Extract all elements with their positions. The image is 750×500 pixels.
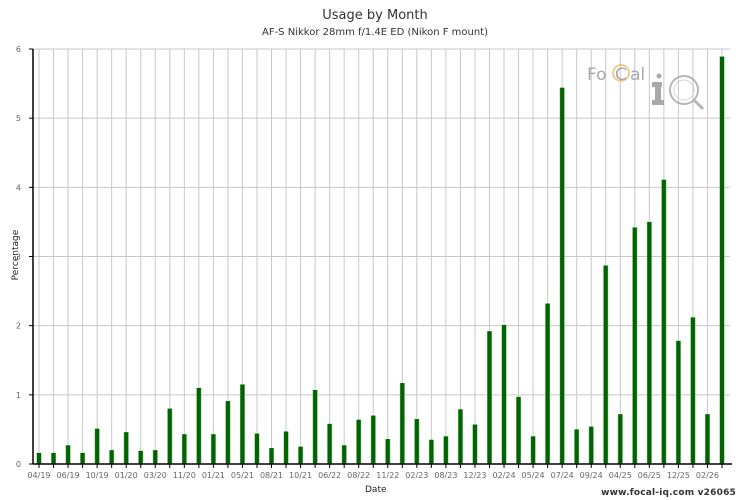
bar — [603, 265, 608, 464]
bar — [618, 414, 623, 464]
y-tick-label: 1 — [16, 391, 21, 400]
bars — [36, 56, 725, 464]
x-tick-label: 02/26 — [696, 471, 719, 480]
bar — [284, 431, 289, 464]
y-tick-label: 4 — [16, 183, 21, 192]
bar — [37, 452, 41, 464]
x-tick-label: 10/21 — [289, 471, 312, 480]
bar — [472, 424, 477, 464]
chart-subtitle: AF-S Nikkor 28mm f/1.4E ED (Nikon F moun… — [261, 27, 488, 38]
x-tick-label: 08/23 — [434, 471, 457, 480]
y-tick-label: 3 — [16, 253, 21, 262]
bar — [254, 433, 259, 464]
x-axis-label: Date — [365, 485, 387, 495]
bar — [661, 179, 666, 464]
axes: 0 1 2 3 4 5 6 04/19 06/19 10/19 01/20 03/20 11/20 01/… — [16, 45, 732, 480]
chart-title: Usage by Month — [322, 8, 428, 23]
bar — [720, 56, 724, 464]
bar — [95, 428, 100, 464]
bar — [385, 439, 390, 464]
bar — [632, 227, 637, 464]
bar — [647, 221, 652, 464]
bar — [705, 414, 710, 464]
bar — [690, 317, 695, 464]
logo-lens-ring-icon — [612, 64, 630, 82]
x-tick-label: 04/19 — [27, 471, 50, 480]
x-tick-label: 04/25 — [609, 471, 632, 480]
bar — [240, 384, 245, 464]
y-tick-label: 0 — [16, 460, 21, 469]
bar — [545, 303, 550, 464]
bar — [516, 396, 521, 464]
x-tick-label: 01/21 — [202, 471, 225, 480]
footer-credit: www.focal-iq.com v26065 — [601, 488, 736, 498]
bar — [138, 450, 143, 464]
y-axis-label: Percentage — [11, 229, 21, 281]
x-tick-label: 01/20 — [115, 471, 138, 480]
bar — [124, 432, 129, 464]
x-tick-label: 06/22 — [318, 471, 341, 480]
bar — [313, 389, 318, 464]
bar — [574, 429, 579, 464]
x-tick-label: 02/24 — [492, 471, 515, 480]
x-tick-label: 10/19 — [86, 471, 109, 480]
x-tick-label: 11/22 — [376, 471, 399, 480]
bar — [356, 419, 361, 464]
bar — [269, 448, 274, 464]
bar — [51, 452, 56, 464]
x-tick-label: 05/21 — [231, 471, 254, 480]
bar — [676, 340, 681, 464]
bar — [225, 401, 230, 464]
svg-text:al: al — [630, 65, 645, 85]
bar — [371, 415, 376, 464]
x-tick-label: 07/24 — [551, 471, 574, 480]
bar — [443, 436, 448, 464]
bar — [531, 436, 536, 464]
x-tick-label: 08/22 — [347, 471, 370, 480]
bar — [109, 450, 114, 464]
y-tick-label: 2 — [16, 322, 21, 331]
bar — [167, 408, 172, 464]
y-tick-label: 6 — [16, 45, 21, 54]
bar — [342, 445, 347, 464]
bar — [502, 324, 507, 464]
bar — [429, 439, 434, 464]
x-tick-label: 12/25 — [667, 471, 690, 480]
bar — [153, 450, 158, 464]
logo-text-focal: Fo — [587, 65, 607, 85]
bar — [560, 87, 565, 464]
bar — [487, 331, 492, 464]
x-tick-label: 02/23 — [405, 471, 428, 480]
x-tick-label: 08/21 — [260, 471, 283, 480]
bar — [458, 409, 463, 464]
grid-lines — [33, 48, 730, 464]
x-tick-label: 06/25 — [638, 471, 661, 480]
svg-text:C: C — [615, 65, 627, 85]
bar — [66, 445, 71, 464]
x-tick-label: 05/24 — [522, 471, 545, 480]
x-tick-label: 11/20 — [173, 471, 196, 480]
bar — [211, 434, 216, 464]
bar — [400, 383, 405, 464]
bar — [182, 434, 187, 464]
bar — [589, 426, 594, 464]
focal-iq-logo: Fo C al — [587, 64, 705, 111]
x-tick-label: 06/19 — [57, 471, 80, 480]
bar — [414, 419, 419, 464]
bar — [298, 446, 303, 464]
y-tick-label: 5 — [16, 114, 21, 123]
x-tick-label: 03/20 — [144, 471, 167, 480]
magnifier-icon — [669, 75, 699, 105]
bar — [80, 452, 85, 464]
bar — [327, 423, 332, 464]
x-tick-label: 12/23 — [463, 471, 486, 480]
bar — [196, 387, 201, 464]
x-tick-label: 09/24 — [580, 471, 603, 480]
